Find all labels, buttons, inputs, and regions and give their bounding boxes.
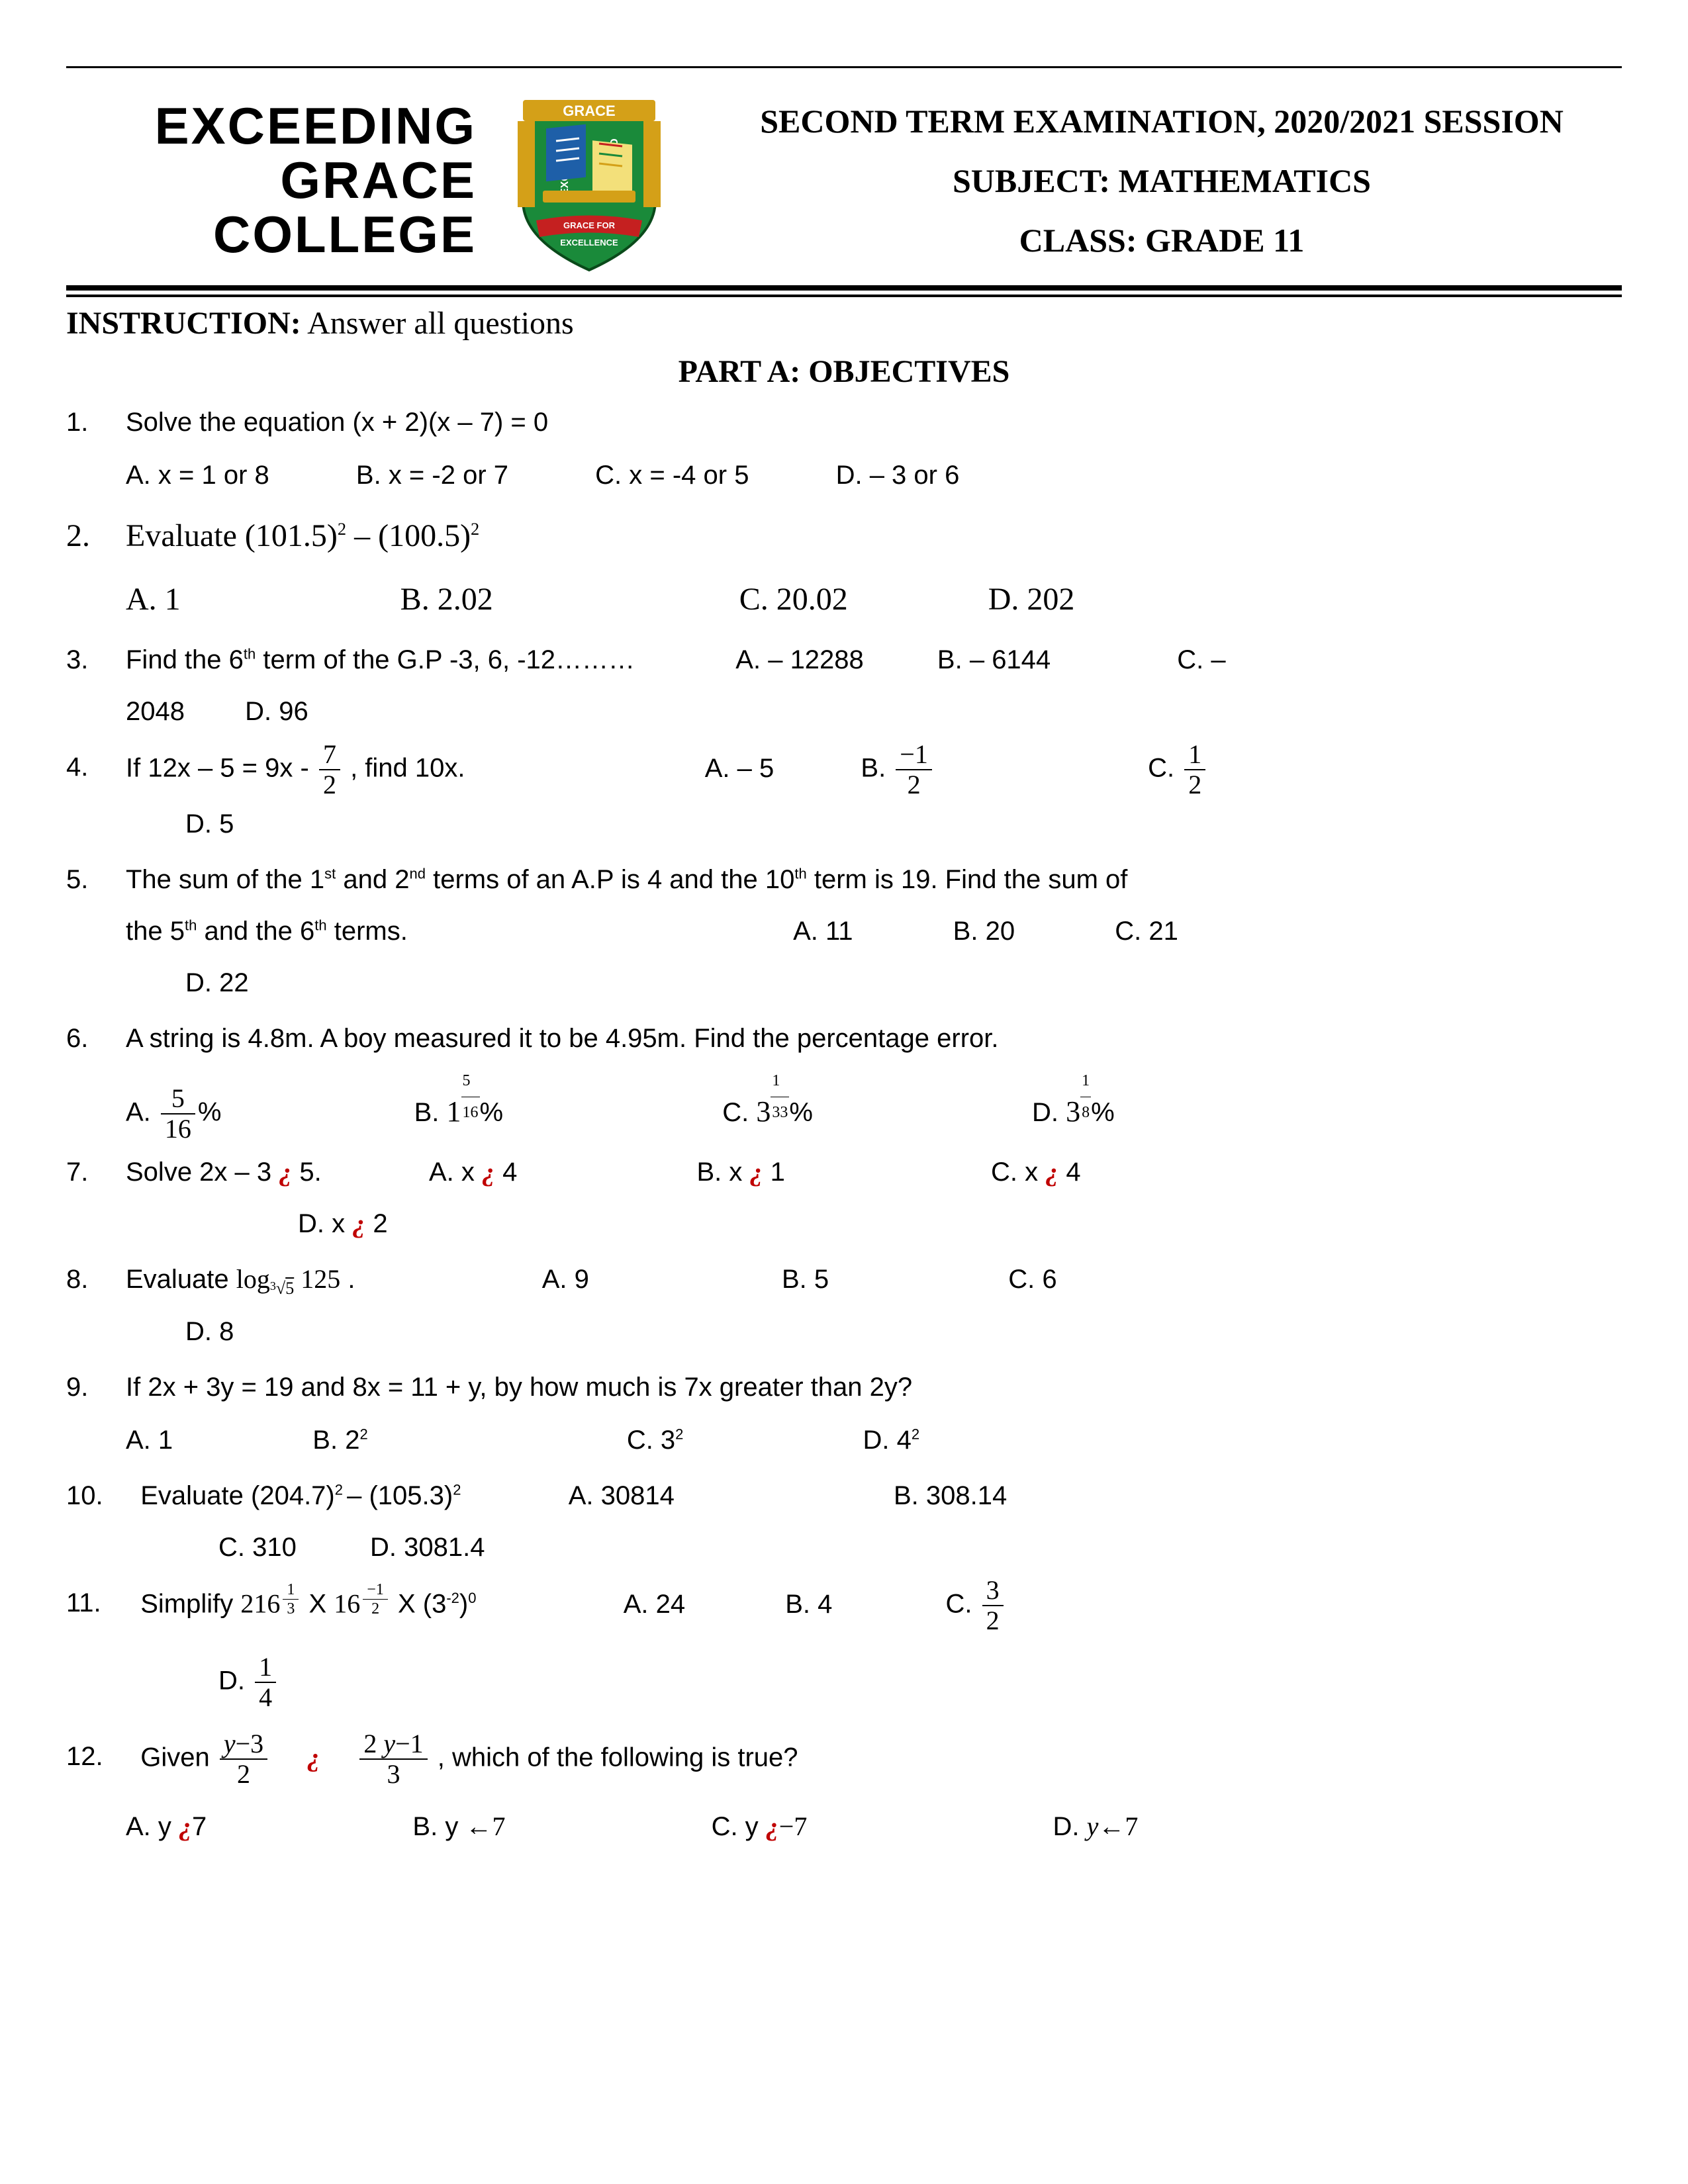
q5-line3: D. 22 [126,957,1622,1009]
q1-options: A. x = 1 or 8 B. x = -2 or 7 C. x = -4 o… [126,449,1622,501]
q12-line1: Given y−32 ¿ 2 y−13 , which of the follo… [126,1731,1622,1788]
q4-line1: If 12x – 5 = 9x - 72 , find 10x. A. – 5 … [126,741,1622,798]
instruction-label: INSTRUCTION: [66,306,301,341]
q8-line1: Evaluate log3√5 125 . A. 9 B. 5 C. 6 [126,1253,1622,1306]
top-rule [66,66,1622,68]
q1-text: Solve the equation (x + 2)(x – 7) = 0 [126,396,1622,448]
q2: 2. Evaluate (101.5)2 – (100.5)2 A. 1 B. … [66,505,1622,630]
q3: 3. Find the 6th term of the G.P -3, 6, -… [66,634,1622,737]
q4: 4. If 12x – 5 = 9x - 72 , find 10x. A. –… [66,741,1622,850]
q2-text: Evaluate (101.5)2 – (100.5)2 [126,505,1622,567]
svg-text:GRACE FOR: GRACE FOR [563,220,616,230]
crest-top: GRACE [563,103,615,119]
q2-options: A. 1 B. 2.02 C. 20.02 D. 202 [126,569,1622,631]
q7-line2: D. x ¿ 2 [126,1198,1622,1250]
q6: 6. A string is 4.8m. A boy measured it t… [66,1013,1622,1142]
q8-line2: D. 8 [126,1306,1622,1357]
school-crest-icon: GRACE EXCEEDING COLLEGE GRACE FOR EXCELL… [490,81,688,280]
school-line2: GRACE [280,151,477,209]
q7-line1: Solve 2x – 3 ¿ 5. A. x ¿ 4 B. x ¿ 1 C. x… [126,1146,1622,1198]
school-line1: EXCEEDING [155,97,477,155]
question-list: 1. Solve the equation (x + 2)(x – 7) = 0… [66,396,1622,1852]
q11: 11. Simplify 21613 X 16−12 X (3-2)0 A. 2… [66,1577,1622,1711]
q5-line1: The sum of the 1st and 2nd terms of an A… [126,854,1622,905]
q9-options: A. 1 B. 22 C. 32 D. 42 [126,1414,1622,1466]
svg-text:EXCELLENCE: EXCELLENCE [560,238,618,248]
part-a-title: PART A: OBJECTIVES [66,353,1622,390]
exam-info: SECOND TERM EXAMINATION, 2020/2021 SESSI… [702,91,1622,270]
header: EXCEEDING GRACE COLLEGE GRACE EXCEEDING … [66,81,1622,280]
q10: 10. Evaluate (204.7)2 – (105.3)2 A. 3081… [66,1470,1622,1573]
q3-line1: Find the 6th term of the G.P -3, 6, -12…… [126,634,1622,686]
q4-line2: D. 5 [126,798,1622,850]
q9-text: If 2x + 3y = 19 and 8x = 11 + y, by how … [126,1361,1622,1413]
q5: 5. The sum of the 1st and 2nd terms of a… [66,854,1622,1009]
q9: 9. If 2x + 3y = 19 and 8x = 11 + y, by h… [66,1361,1622,1466]
q6-text: A string is 4.8m. A boy measured it to b… [126,1013,1622,1064]
exam-class-line: CLASS: GRADE 11 [702,210,1622,270]
q3-line2: 2048 D. 96 [126,686,1622,737]
exam-title: SECOND TERM EXAMINATION, 2020/2021 SESSI… [702,91,1622,151]
q8: 8. Evaluate log3√5 125 . A. 9 B. 5 C. 6 … [66,1253,1622,1357]
q11-line1: Simplify 21613 X 16−12 X (3-2)0 A. 24 B.… [126,1577,1622,1634]
q10-line2: C. 310 D. 3081.4 [126,1522,1622,1573]
q6-options: A. 516% B. 1516% C. 3133% D. 318% [126,1066,1622,1142]
q7: 7. Solve 2x – 3 ¿ 5. A. x ¿ 4 B. x ¿ 1 C… [66,1146,1622,1250]
school-line3: COLLEGE [213,205,477,263]
q12-options: A. y ¿7 B. y ←7 C. y ¿−7 D. y←7 [126,1801,1622,1852]
instruction-text: Answer all questions [307,306,574,341]
exam-subject-line: SUBJECT: MATHEMATICS [702,151,1622,210]
q1: 1. Solve the equation (x + 2)(x – 7) = 0… [66,396,1622,501]
school-name: EXCEEDING GRACE COLLEGE [66,99,477,262]
instruction: INSTRUCTION: Answer all questions [66,305,1622,341]
q12: 12. Given y−32 ¿ 2 y−13 , which of the f… [66,1731,1622,1852]
q5-line2: the 5th and the 6th terms. A. 11 B. 20 C… [126,905,1622,957]
q10-line1: Evaluate (204.7)2 – (105.3)2 A. 30814 B.… [126,1470,1622,1522]
q11-line2: D. 14 [126,1654,1622,1711]
double-rule [66,285,1622,297]
